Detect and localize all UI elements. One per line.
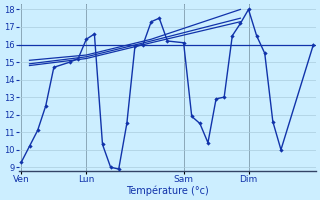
X-axis label: Température (°c): Température (°c) bbox=[126, 185, 209, 196]
